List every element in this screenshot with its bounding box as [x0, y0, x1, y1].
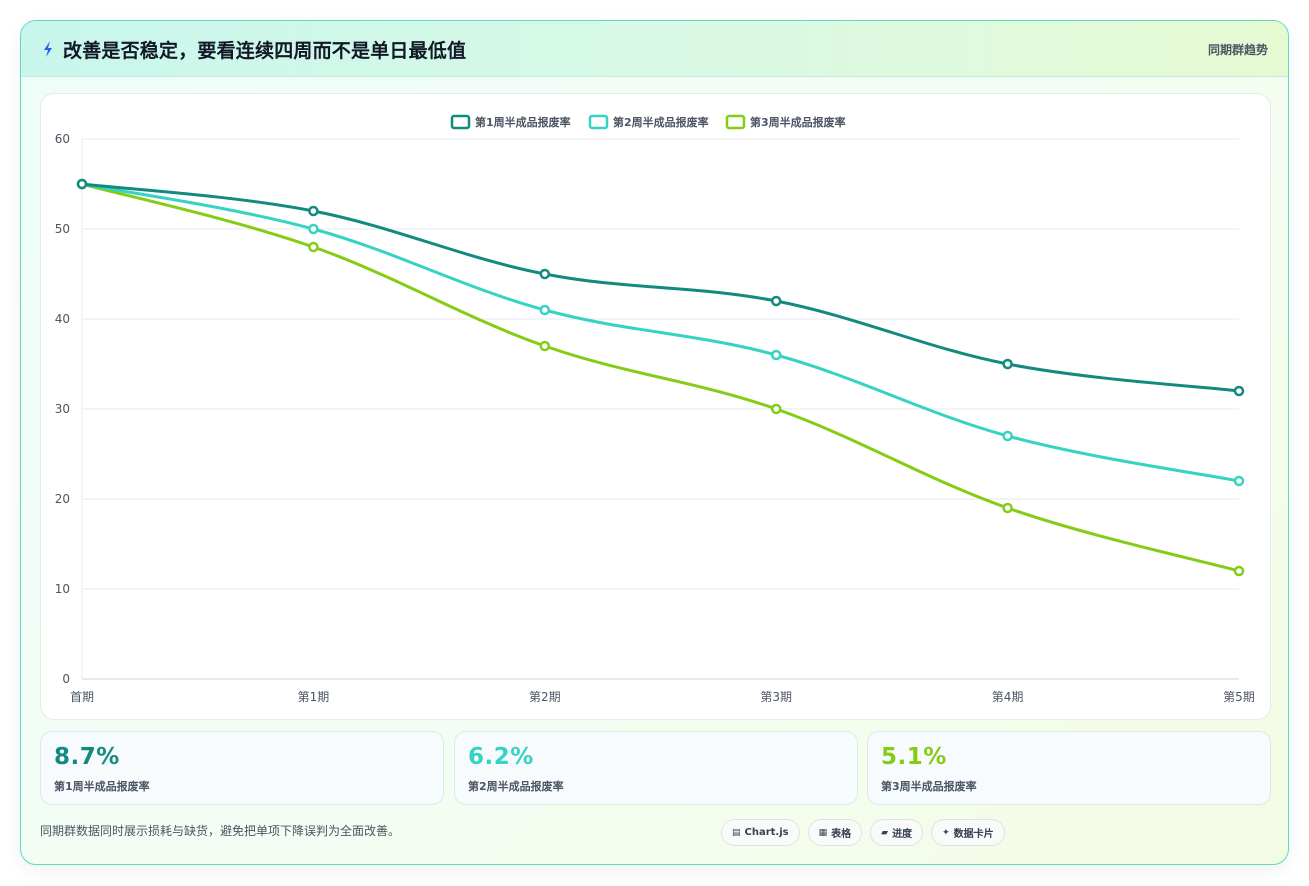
chart-icon: ▤ — [732, 827, 741, 838]
data-point — [308, 205, 319, 217]
legend-swatch — [725, 114, 746, 130]
data-point — [539, 340, 551, 352]
series-line — [81, 182, 1240, 573]
stat-label: 第2周半成品报废率 — [468, 780, 564, 793]
stat-value: 6.2% — [468, 744, 534, 770]
data-point — [76, 178, 88, 190]
footer-note: 同期群数据同时展示损耗与缺货，避免把单项下降误判为全面改善。 — [40, 824, 401, 838]
page-title: 改善是否稳定，要看连续四周而不是单日最低值 — [63, 40, 467, 62]
table-icon: ▦ — [818, 827, 828, 838]
data-point — [308, 223, 319, 235]
legend-label: 第2周半成品报废率 — [613, 115, 709, 129]
lightning-icon — [44, 41, 52, 57]
sparkle-icon: ✦ — [942, 827, 950, 838]
y-tick-label: 20 — [55, 492, 70, 506]
data-point — [1002, 430, 1013, 442]
data-point — [1233, 565, 1245, 577]
stat-card: 8.7% 第1周半成品报废率 — [40, 731, 444, 805]
stat-label: 第3周半成品报废率 — [881, 780, 977, 793]
chart-panel: 0 10 20 30 40 50 60 首期 第1期 第2期 第3期 第4期 第5期 第1周半成品报废率 第… — [40, 93, 1271, 720]
legend-label: 第1周半成品报废率 — [475, 115, 571, 129]
data-point — [1002, 502, 1013, 514]
stat-value: 8.7% — [54, 744, 120, 770]
legend-label: 第3周半成品报废率 — [750, 115, 846, 129]
x-tick-label: 第1期 — [298, 690, 330, 704]
x-tick-label: 第5期 — [1223, 690, 1255, 704]
y-tick-label: 10 — [55, 582, 70, 596]
data-point — [1233, 475, 1245, 487]
x-tick-label: 第4期 — [992, 690, 1024, 704]
stat-card: 6.2% 第2周半成品报废率 — [454, 731, 858, 805]
y-tick-label: 60 — [55, 132, 70, 146]
chip-label: 数据卡片 — [953, 829, 994, 840]
stat-card: 5.1% 第3周半成品报废率 — [867, 731, 1271, 805]
data-point — [770, 403, 782, 415]
chip-table[interactable]: ▦ 表格 — [807, 819, 863, 846]
series-line — [81, 182, 1240, 483]
chip-label: 进度 — [892, 829, 913, 840]
y-tick-label: 30 — [55, 402, 70, 416]
series-line — [81, 182, 1240, 393]
data-point — [770, 349, 782, 361]
chip-data-cards[interactable]: ✦ 数据卡片 — [931, 819, 1005, 846]
card-header: 改善是否稳定，要看连续四周而不是单日最低值 同期群趋势 — [21, 21, 1288, 77]
chip-label: 表格 — [831, 829, 852, 840]
line-chart: 0 10 20 30 40 50 60 首期 第1期 第2期 第3期 第4期 第5期 第1周半成品报废率 第… — [55, 114, 1255, 704]
y-tick-label: 40 — [55, 312, 70, 326]
dashboard-card: 改善是否稳定，要看连续四周而不是单日最低值 同期群趋势 0 10 20 30 40 50 6… — [20, 20, 1289, 865]
y-tick-label: 0 — [62, 672, 70, 686]
data-point — [539, 268, 551, 280]
stat-label: 第1周半成品报废率 — [54, 780, 150, 793]
data-point — [1002, 358, 1013, 370]
data-point — [770, 295, 782, 307]
x-tick-label: 第3期 — [760, 690, 792, 704]
legend-swatch — [450, 114, 471, 130]
x-tick-label: 首期 — [70, 690, 94, 704]
chip-chartjs[interactable]: ▤ Chart.js — [721, 819, 800, 846]
header-tag: 同期群趋势 — [1207, 43, 1268, 57]
legend-swatch — [588, 114, 609, 130]
chip-progress[interactable]: ▰ 进度 — [870, 819, 924, 846]
progress-icon: ▰ — [881, 827, 889, 838]
chip-label: Chart.js — [744, 827, 789, 838]
data-point — [1233, 385, 1245, 397]
stat-value: 5.1% — [881, 744, 947, 770]
data-point — [308, 241, 319, 253]
data-point — [539, 304, 551, 316]
feature-chips: ▤ Chart.js ▦ 表格 ▰ 进度 ✦ 数据卡片 — [721, 819, 1005, 846]
y-tick-label: 50 — [55, 222, 70, 236]
x-tick-label: 第2期 — [529, 690, 561, 704]
